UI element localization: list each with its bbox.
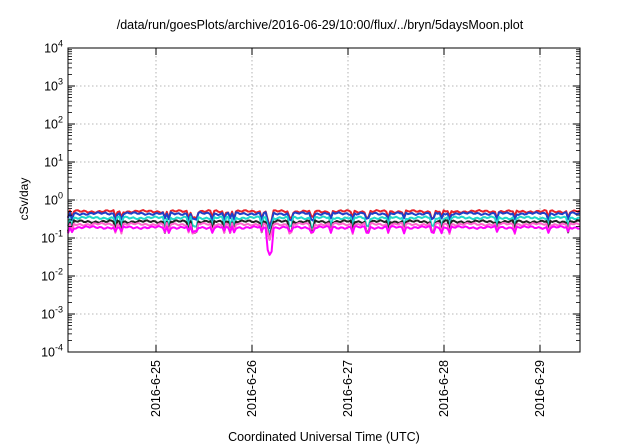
axis-ticks — [68, 47, 580, 353]
grid-lines — [68, 48, 580, 352]
y-tick-label-base: 10 — [44, 80, 58, 94]
y-tick-label: 102 — [44, 115, 63, 132]
y-tick-label-exponent: -3 — [55, 305, 63, 315]
y-tick-label: 103 — [44, 77, 63, 94]
series-line — [67, 211, 581, 230]
plot-frame — [67, 47, 581, 353]
y-tick-label-exponent: -2 — [55, 267, 63, 277]
y-tick-label-exponent: 0 — [58, 191, 63, 201]
y-tick-label: 101 — [44, 153, 63, 170]
y-tick-label: 100 — [44, 191, 63, 208]
y-tick-label: 104 — [44, 39, 63, 56]
series-line — [67, 209, 581, 228]
y-tick-label-exponent: 3 — [58, 77, 63, 87]
y-tick-label: 10-1 — [41, 229, 63, 246]
y-tick-label-exponent: -1 — [55, 229, 63, 239]
y-tick-label-base: 10 — [44, 42, 58, 56]
y-tick-label-base: 10 — [41, 346, 55, 360]
y-tick-label: 10-2 — [41, 267, 63, 284]
x-tick-labels: 2016-6-25 2016-6-26 2016-6-27 2016-6-28 2016… — [149, 360, 547, 417]
chart-title: /data/run/goesPlots/archive/2016-06-29/1… — [116, 18, 524, 32]
y-tick-label-exponent: 4 — [58, 39, 63, 49]
series-lines — [67, 209, 581, 256]
series-line — [67, 225, 580, 256]
series-line — [67, 215, 581, 237]
x-tick-label: 2016-6-27 — [341, 360, 355, 417]
y-tick-label-exponent: 1 — [58, 153, 63, 163]
y-tick-label-base: 10 — [41, 270, 55, 284]
y-tick-label-base: 10 — [41, 308, 55, 322]
x-tick-label: 2016-6-28 — [437, 360, 451, 417]
x-tick-label: 2016-6-26 — [245, 360, 259, 417]
y-tick-label-base: 10 — [41, 232, 55, 246]
y-tick-label-base: 10 — [44, 156, 58, 170]
x-axis-label: Coordinated Universal Time (UTC) — [228, 430, 420, 444]
x-tick-label: 2016-6-29 — [533, 360, 547, 417]
series-line — [67, 219, 581, 241]
y-tick-label: 10-4 — [41, 343, 63, 360]
y-tick-label-base: 10 — [44, 118, 58, 132]
y-tick-label-base: 10 — [44, 194, 58, 208]
y-tick-label-exponent: 2 — [58, 115, 63, 125]
y-tick-label: 10-3 — [41, 305, 63, 322]
x-tick-label: 2016-6-25 — [149, 360, 163, 417]
y-tick-label-exponent: -4 — [55, 343, 63, 353]
series-line — [67, 221, 581, 241]
